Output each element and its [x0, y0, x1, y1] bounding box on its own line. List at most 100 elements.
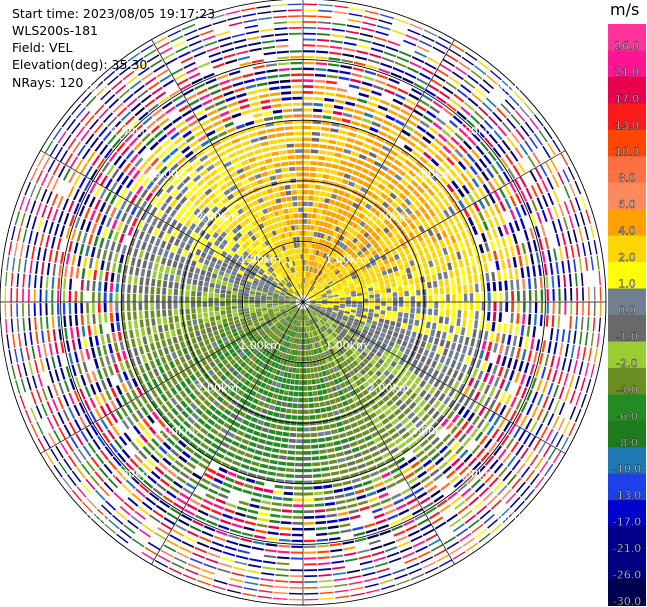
velocity-gate — [315, 282, 320, 288]
velocity-gate — [317, 328, 322, 335]
velocity-gate — [175, 222, 183, 231]
velocity-gate — [6, 256, 10, 271]
velocity-gate — [345, 372, 352, 379]
velocity-gate — [561, 260, 565, 274]
velocity-gate — [339, 235, 345, 242]
velocity-gate — [549, 328, 554, 341]
velocity-gate — [262, 274, 269, 279]
velocity-gate — [290, 379, 295, 385]
velocity-gate — [305, 320, 307, 327]
velocity-gate — [355, 103, 366, 110]
velocity-gate — [194, 267, 201, 275]
velocity-gate — [197, 417, 206, 426]
velocity-gate — [203, 525, 216, 532]
velocity-gate — [371, 90, 382, 97]
velocity-gate — [261, 457, 270, 463]
velocity-gate — [244, 313, 251, 318]
velocity-gate — [33, 289, 36, 302]
velocity-gate — [315, 348, 320, 354]
velocity-gate — [552, 302, 555, 315]
velocity-gate — [427, 288, 433, 295]
velocity-gate — [342, 237, 348, 244]
velocity-gate — [321, 413, 328, 419]
velocity-gate — [356, 494, 367, 500]
velocity-gate — [110, 412, 119, 424]
velocity-gate — [297, 308, 301, 315]
velocity-gate — [515, 244, 521, 256]
velocity-gate — [359, 560, 373, 566]
velocity-gate — [545, 276, 549, 289]
velocity-gate — [316, 384, 322, 390]
velocity-gate — [303, 521, 315, 525]
velocity-gate — [255, 292, 262, 296]
velocity-gate — [273, 356, 279, 362]
velocity-gate — [446, 470, 456, 479]
velocity-gate — [245, 350, 252, 357]
velocity-gate — [512, 256, 518, 268]
velocity-gate — [52, 383, 59, 397]
velocity-gate — [279, 370, 285, 377]
velocity-gate — [298, 338, 302, 345]
velocity-gate — [360, 186, 368, 193]
velocity-gate — [580, 393, 587, 408]
velocity-gate — [441, 230, 448, 239]
velocity-gate — [516, 462, 526, 475]
velocity-gate — [261, 500, 272, 505]
velocity-gate — [202, 381, 210, 389]
velocity-gate — [365, 189, 374, 197]
velocity-gate — [425, 533, 438, 542]
velocity-gate — [373, 36, 387, 42]
velocity-gate — [573, 360, 578, 374]
velocity-gate — [370, 214, 378, 222]
velocity-gate — [138, 294, 143, 302]
velocity-gate — [92, 438, 101, 450]
velocity-gate — [227, 264, 234, 271]
velocity-gate — [538, 238, 544, 251]
velocity-gate — [226, 417, 235, 425]
velocity-gate — [526, 325, 531, 337]
velocity-gate — [295, 332, 299, 338]
velocity-gate — [335, 146, 344, 152]
velocity-gate — [314, 354, 319, 361]
velocity-gate — [103, 282, 108, 292]
velocity-gate — [221, 280, 228, 286]
velocity-gate — [132, 302, 137, 311]
velocity-gate — [524, 254, 529, 266]
velocity-gate — [584, 257, 589, 271]
velocity-gate — [505, 492, 517, 504]
velocity-gate — [381, 342, 388, 349]
velocity-gate — [73, 202, 80, 215]
velocity-gate — [456, 318, 461, 327]
velocity-gate — [456, 528, 469, 537]
velocity-gate — [329, 423, 337, 429]
velocity-gate — [150, 310, 155, 318]
velocity-gate — [92, 313, 96, 325]
velocity-gate — [526, 266, 531, 278]
velocity-gate — [415, 283, 421, 290]
velocity-gate — [76, 363, 83, 375]
velocity-gate — [208, 302, 213, 307]
velocity-gate — [266, 279, 272, 284]
velocity-gate — [189, 374, 197, 382]
velocity-gate — [310, 302, 316, 304]
velocity-gate — [316, 284, 322, 290]
velocity-gate — [258, 469, 268, 475]
velocity-gate — [274, 436, 282, 442]
velocity-gate — [51, 303, 54, 316]
velocity-gate — [236, 338, 243, 344]
velocity-gate — [191, 296, 196, 302]
velocity-gate — [542, 145, 551, 159]
velocity-gate — [374, 436, 383, 443]
velocity-gate — [209, 236, 216, 244]
velocity-gate — [488, 412, 496, 423]
velocity-gate — [412, 271, 419, 278]
velocity-gate — [349, 156, 358, 163]
velocity-gate — [232, 421, 241, 428]
velocity-gate — [232, 267, 239, 273]
velocity-gate — [434, 302, 439, 309]
velocity-gate — [163, 517, 176, 526]
velocity-gate — [476, 465, 486, 476]
velocity-gate — [290, 300, 296, 302]
velocity-gate — [295, 314, 299, 320]
velocity-gate — [375, 518, 387, 525]
